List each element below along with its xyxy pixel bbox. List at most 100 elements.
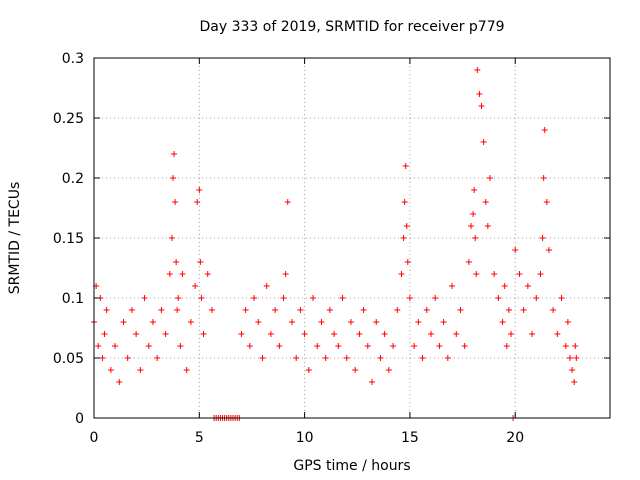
data-point xyxy=(476,91,483,97)
data-point xyxy=(484,223,491,229)
y-tick-label: 0 xyxy=(75,411,84,427)
data-point xyxy=(394,307,401,313)
data-point xyxy=(369,379,376,385)
data-point xyxy=(242,307,249,313)
data-point xyxy=(572,343,579,349)
data-point xyxy=(419,355,426,361)
data-point xyxy=(116,379,123,385)
data-point xyxy=(171,151,178,157)
data-point xyxy=(305,367,312,373)
chart-title: Day 333 of 2019, SRMTID for receiver p77… xyxy=(199,19,504,35)
data-point xyxy=(381,331,388,337)
data-point xyxy=(550,307,557,313)
data-point xyxy=(467,223,474,229)
data-point xyxy=(263,283,270,289)
x-tick-label: 15 xyxy=(401,430,419,446)
data-point xyxy=(562,343,569,349)
data-point xyxy=(415,319,422,325)
data-point xyxy=(558,295,565,301)
data-point xyxy=(573,355,580,361)
data-point xyxy=(95,343,102,349)
data-point xyxy=(495,295,502,301)
data-point xyxy=(103,307,110,313)
y-tick-label: 0.25 xyxy=(53,111,84,127)
data-point xyxy=(529,331,536,337)
y-tick-label: 0.15 xyxy=(53,231,84,247)
data-point xyxy=(267,331,274,337)
data-point xyxy=(501,283,508,289)
data-point xyxy=(137,367,144,373)
data-point xyxy=(168,235,175,241)
data-point xyxy=(352,367,359,373)
data-point xyxy=(145,343,152,349)
x-axis-label: GPS time / hours xyxy=(293,458,410,474)
data-point xyxy=(385,367,392,373)
data-point xyxy=(543,199,550,205)
data-point xyxy=(297,307,304,313)
data-point xyxy=(169,175,176,181)
x-tick-label: 5 xyxy=(195,430,204,446)
data-point xyxy=(198,295,205,301)
data-point xyxy=(177,343,184,349)
data-point xyxy=(194,199,201,205)
data-point xyxy=(301,331,308,337)
data-point xyxy=(259,355,266,361)
data-point xyxy=(486,175,493,181)
data-point xyxy=(539,235,546,241)
data-point xyxy=(436,343,443,349)
data-point xyxy=(251,295,258,301)
data-point xyxy=(204,271,211,277)
data-point xyxy=(120,319,127,325)
y-tick-label: 0.1 xyxy=(62,291,84,307)
data-point xyxy=(175,295,182,301)
data-point xyxy=(402,163,409,169)
data-point xyxy=(158,307,165,313)
data-point xyxy=(360,307,367,313)
data-point xyxy=(272,307,279,313)
data-point xyxy=(505,307,512,313)
data-point xyxy=(101,331,108,337)
data-point xyxy=(128,307,135,313)
data-point xyxy=(364,343,371,349)
data-point xyxy=(112,343,119,349)
data-point xyxy=(318,319,325,325)
data-point xyxy=(172,199,179,205)
data-point xyxy=(183,367,190,373)
data-point xyxy=(540,175,547,181)
data-point xyxy=(533,295,540,301)
data-points xyxy=(91,67,580,421)
data-point xyxy=(322,355,329,361)
data-point xyxy=(491,271,498,277)
data-point xyxy=(400,235,407,241)
data-point xyxy=(154,355,161,361)
data-point xyxy=(444,355,451,361)
data-point xyxy=(356,331,363,337)
data-point xyxy=(480,139,487,145)
data-point xyxy=(390,343,397,349)
data-point xyxy=(470,211,477,217)
x-tick-label: 10 xyxy=(296,430,314,446)
data-point xyxy=(179,271,186,277)
data-point xyxy=(512,247,519,253)
data-point xyxy=(554,331,561,337)
x-tick-label: 0 xyxy=(90,430,99,446)
data-point xyxy=(482,199,489,205)
data-point xyxy=(520,307,527,313)
data-point xyxy=(571,379,578,385)
data-point xyxy=(326,307,333,313)
data-point xyxy=(200,331,207,337)
data-point xyxy=(403,223,410,229)
data-point xyxy=(197,259,204,265)
data-point xyxy=(335,343,342,349)
data-point xyxy=(99,355,106,361)
data-point xyxy=(398,271,405,277)
data-point xyxy=(406,295,413,301)
data-point xyxy=(373,319,380,325)
data-point xyxy=(133,331,140,337)
data-point xyxy=(276,343,283,349)
data-point xyxy=(288,319,295,325)
data-point xyxy=(499,319,506,325)
data-point xyxy=(310,295,317,301)
data-point xyxy=(474,67,481,73)
